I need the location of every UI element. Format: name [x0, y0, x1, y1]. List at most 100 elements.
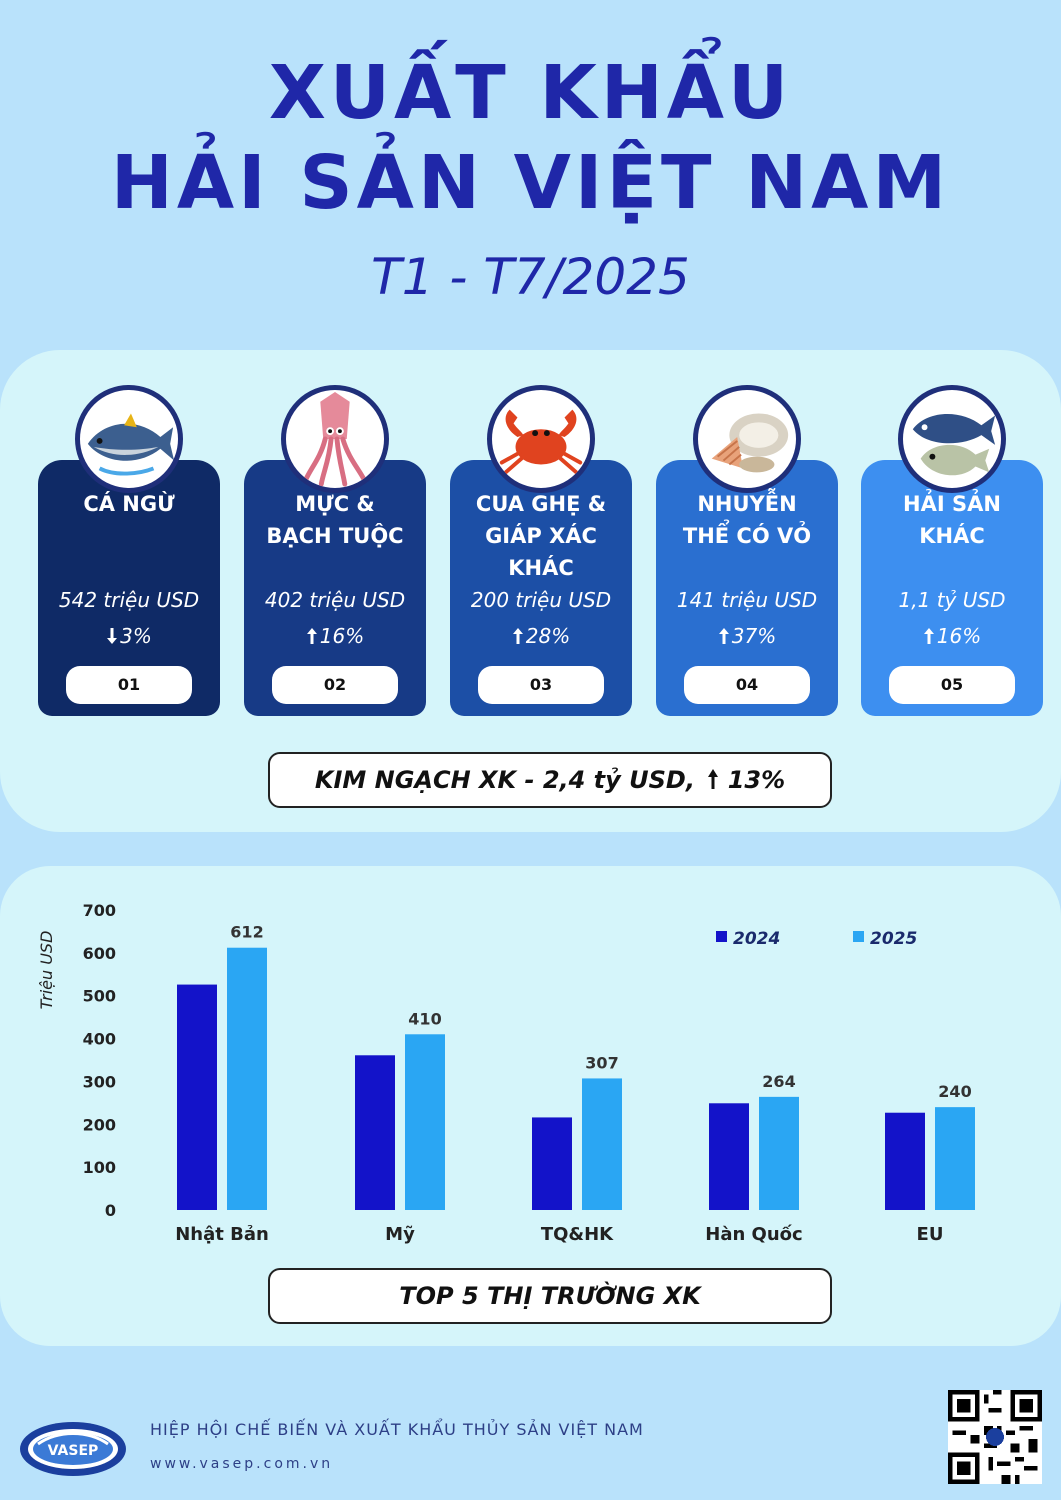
product-card: CÁ NGỪ 542 triệu USD 3% 01: [38, 385, 220, 716]
qr-code-icon[interactable]: [948, 1390, 1042, 1484]
bar-2024: [355, 1055, 395, 1210]
website-link[interactable]: www.vasep.com.vn: [150, 1456, 334, 1472]
y-tick-label: 100: [83, 1158, 116, 1177]
product-card: HẢI SẢN KHÁC 1,1 tỷ USD 16% 05: [861, 385, 1043, 716]
tuna-icon: [75, 385, 183, 493]
y-tick-label: 700: [83, 901, 116, 920]
product-change: 28%: [450, 624, 632, 648]
product-rank: 03: [478, 666, 604, 704]
shellfish-icon: [693, 385, 801, 493]
product-change: 3%: [38, 624, 220, 648]
product-rank: 05: [889, 666, 1015, 704]
product-rank: 04: [684, 666, 810, 704]
top-markets-label: TOP 5 THỊ TRƯỜNG XK: [399, 1282, 701, 1310]
legend-swatch-2025: [853, 931, 864, 942]
legend-label: 2024: [733, 929, 780, 949]
product-card: CUA GHẸ & GIÁP XÁC KHÁC 200 triệu USD 28% 03: [450, 385, 632, 716]
crab-icon: [487, 385, 595, 493]
data-label: 264: [762, 1072, 795, 1091]
y-tick-label: 300: [83, 1072, 116, 1091]
data-label: 612: [230, 923, 263, 942]
product-name-line: HẢI SẢN: [903, 492, 1001, 516]
x-tick-label: Hàn Quốc: [705, 1224, 802, 1245]
product-change-value: 16%: [936, 624, 982, 648]
product-change-value: 3%: [120, 624, 152, 648]
bar-2024: [177, 984, 217, 1210]
data-label: 307: [585, 1053, 618, 1072]
x-tick-label: EU: [917, 1224, 944, 1245]
bar-2024: [709, 1103, 749, 1210]
bar-2025: [759, 1096, 799, 1210]
arrow-up-icon: [306, 624, 320, 648]
product-change-value: 28%: [525, 624, 571, 648]
fish-icon: [898, 385, 1006, 493]
organization-name: HIỆP HỘI CHẾ BIẾN VÀ XUẤT KHẨU THỦY SẢN …: [150, 1420, 644, 1439]
y-tick-label: 200: [83, 1115, 116, 1134]
product-change-value: 16%: [319, 624, 365, 648]
product-value: 402 triệu USD: [264, 588, 406, 612]
squid-icon: [281, 385, 389, 493]
x-tick-label: Nhật Bản: [175, 1224, 269, 1245]
product-change-value: 37%: [731, 624, 777, 648]
product-card: NHUYỄN THỂ CÓ VỎ 141 triệu USD 37% 04: [656, 385, 838, 716]
period-subtitle: T1 - T7/2025: [371, 248, 690, 306]
product-value: 542 triệu USD: [58, 588, 200, 612]
arrow-up-icon: [923, 624, 937, 648]
legend-swatch-2024: [716, 931, 727, 942]
product-rank: 01: [66, 666, 192, 704]
y-tick-label: 600: [83, 944, 116, 963]
market-bar-chart: 0 100 200 300 400 500 600 700 Triệu USD 612 Nhật B…: [37, 901, 975, 1245]
product-name: HẢI SẢN KHÁC: [861, 488, 1043, 552]
product-name-line: THỂ CÓ VỎ: [682, 524, 812, 548]
legend-label: 2025: [870, 929, 917, 949]
product-name-line: MỰC &: [295, 492, 375, 516]
bar-2024: [885, 1112, 925, 1210]
total-export-pill: KIM NGẠCH XK - 2,4 tỷ USD, 13%: [268, 752, 832, 808]
arrow-up-icon: [512, 624, 526, 648]
product-rank: 02: [272, 666, 398, 704]
product-name-line: KHÁC: [508, 556, 574, 580]
bar-2025: [582, 1078, 622, 1210]
data-label: 410: [408, 1009, 441, 1028]
y-tick-label: 400: [83, 1030, 116, 1049]
y-axis-label: Triệu USD: [37, 931, 56, 1010]
product-value: 1,1 tỷ USD: [898, 588, 1006, 612]
product-name: CUA GHẸ & GIÁP XÁC KHÁC: [450, 488, 632, 584]
bar-2024: [532, 1117, 572, 1210]
vasep-logo: VASEP: [20, 1422, 126, 1476]
y-tick-label: 0: [105, 1201, 116, 1220]
product-change: 37%: [656, 624, 838, 648]
product-name: CÁ NGỪ: [38, 488, 220, 520]
product-name: MỰC & BẠCH TUỘC: [244, 488, 426, 552]
product-value: 141 triệu USD: [676, 588, 818, 612]
product-name-line: BẠCH TUỘC: [266, 524, 404, 548]
title-line-1: XUẤT KHẨU: [268, 50, 793, 136]
y-tick-label: 500: [83, 987, 116, 1006]
markets-panel: [0, 866, 1061, 1346]
arrow-down-icon: [106, 624, 120, 648]
product-name-line: NHUYỄN: [697, 492, 797, 516]
logo-text: VASEP: [48, 1443, 99, 1459]
product-value: 200 triệu USD: [470, 588, 612, 612]
x-tick-label: TQ&HK: [541, 1224, 614, 1245]
top-markets-pill: TOP 5 THỊ TRƯỜNG XK: [268, 1268, 832, 1324]
title-line-2: HẢI SẢN VIỆT NAM: [110, 140, 951, 226]
data-label: 240: [938, 1082, 971, 1101]
arrow-up-icon: [703, 766, 727, 794]
x-tick-label: Mỹ: [385, 1224, 415, 1245]
product-name: NHUYỄN THỂ CÓ VỎ: [656, 488, 838, 552]
total-export-text: KIM NGẠCH XK - 2,4 tỷ USD,: [314, 766, 695, 794]
product-name-line: GIÁP XÁC: [485, 524, 597, 548]
product-change: 16%: [244, 624, 426, 648]
arrow-up-icon: [718, 624, 732, 648]
product-name-line: KHÁC: [919, 524, 985, 548]
total-export-change: 13%: [727, 766, 786, 794]
bar-2025: [227, 947, 267, 1210]
product-card: MỰC & BẠCH TUỘC 402 triệu USD 16% 02: [244, 385, 426, 716]
product-change: 16%: [861, 624, 1043, 648]
bar-2025: [935, 1107, 975, 1210]
bar-2025: [405, 1034, 445, 1210]
product-name-line: CUA GHẸ &: [475, 492, 607, 516]
product-name-line: CÁ NGỪ: [83, 492, 175, 516]
